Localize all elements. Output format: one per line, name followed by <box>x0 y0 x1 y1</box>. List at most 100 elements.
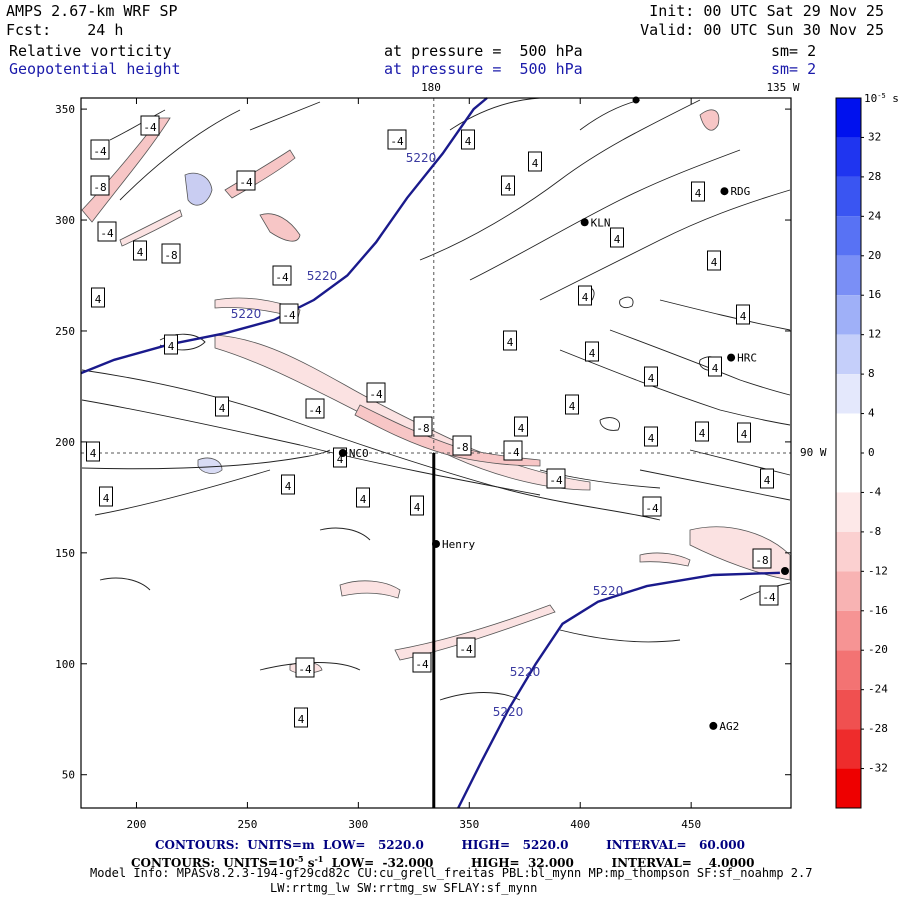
vorticity-contour-19 <box>559 629 681 643</box>
contour-label: 4 <box>465 135 472 148</box>
contour-label-box <box>294 707 308 728</box>
y-tick-label: 50 <box>62 769 75 782</box>
field2-name: Geopotential height <box>9 60 181 78</box>
colorbar-tick-label: 24 <box>868 209 882 222</box>
contour-label: -8 <box>164 249 177 262</box>
contour-label-box <box>305 398 325 419</box>
plot-axes: 200 250 300 350 400 450 50 100 150 200 250 300 350 18… <box>55 81 827 831</box>
colorbar-cell <box>836 650 861 690</box>
station-markers: NCO KLN RDG HRC Henry AG2 <box>338 96 789 733</box>
contour-label-box <box>456 637 476 658</box>
contour-label: -4 <box>100 227 114 240</box>
height-contours: 5220 5220 5220 5220 5220 5220 <box>80 97 780 809</box>
footer-vorticity-contours: CONTOURS: UNITS=10-5 s-1 LOW= -32.000 HI… <box>131 852 755 870</box>
vorticity-band-11 <box>339 580 401 599</box>
longitude-label: 135 W <box>766 81 799 94</box>
contour-label-box <box>691 181 705 202</box>
y-tick-label: 250 <box>55 325 75 338</box>
contour-label-box <box>452 435 472 456</box>
contour-label: 4 <box>298 713 305 726</box>
contour-label-box <box>707 250 721 271</box>
longitude-label: 180 <box>421 81 441 94</box>
colorbar-cell <box>836 492 861 532</box>
contour-label-box <box>695 421 709 442</box>
contour-label-box <box>164 334 178 355</box>
contour-label-box <box>610 227 624 248</box>
contour-label: 4 <box>741 428 748 441</box>
contour-label-box <box>752 548 772 569</box>
contour-label-box <box>356 487 370 508</box>
fcst-value: 24 h <box>87 21 124 39</box>
colorbar-tick-label: 0 <box>868 446 875 459</box>
colorbar-tick-label: 16 <box>868 288 881 301</box>
station-dot-kln <box>580 218 589 227</box>
contour-label: -4 <box>298 663 312 676</box>
contour-label-box <box>565 394 579 415</box>
colorbar-tick-label: 4 <box>868 407 875 420</box>
vorticity-contour-26 <box>319 527 371 541</box>
colorbar-cell <box>836 334 861 375</box>
contour-label-box <box>760 468 774 489</box>
colorbar-cell <box>836 413 861 453</box>
contour-label: -4 <box>549 474 563 487</box>
station-dot-henry <box>432 539 440 548</box>
contour-label: 4 <box>137 246 144 259</box>
contour-label: 4 <box>569 400 576 413</box>
colorbar-cell <box>836 531 861 572</box>
vorticity-contour-1 <box>81 399 541 496</box>
contour-label: -4 <box>390 135 404 148</box>
x-tick-label: 450 <box>681 818 701 831</box>
colorbar-cell <box>836 216 861 256</box>
vorticity-fills <box>81 109 791 674</box>
contour-label-box <box>215 396 229 417</box>
footer-model-info: Model Info: MPASv8.2.3-194-gf29cd82c CU:… <box>90 866 813 880</box>
height-contour-label: 5220 <box>510 665 541 679</box>
contour-label: 4 <box>740 310 747 323</box>
vorticity-contour-2 <box>81 449 331 470</box>
contour-label: -4 <box>282 309 296 322</box>
contour-label: -4 <box>275 271 289 284</box>
colorbar-cell <box>836 374 861 414</box>
colorbar-tick-label: -28 <box>868 722 888 735</box>
contour-label-box <box>86 441 100 462</box>
vorticity-contour-23 <box>619 296 634 309</box>
vorticity-band-7 <box>699 109 720 131</box>
vorticity-contour-11 <box>639 469 791 501</box>
contour-label: 4 <box>648 372 655 385</box>
contour-label: 4 <box>532 157 539 170</box>
y-tick-label: 100 <box>55 658 75 671</box>
vorticity-band-12 <box>184 172 213 206</box>
station-label-henry: Henry <box>442 538 475 551</box>
contour-label: 4 <box>518 422 525 435</box>
contour-label-box <box>736 304 750 325</box>
colorbar-cell <box>836 768 861 808</box>
colorbar: 32 28 24 20 16 12 8 4 0 -4 -8 -12 -16 -20 -24 -28 -32 10-… <box>835 92 900 809</box>
contour-label: 4 <box>712 362 719 375</box>
vorticity-contour-8 <box>609 329 791 396</box>
colorbar-unit: 10-5 s-1 <box>864 92 900 105</box>
contour-label-box <box>412 652 432 673</box>
contour-label-box <box>578 285 592 306</box>
contour-label-box <box>295 657 315 678</box>
contour-label-box <box>759 585 779 606</box>
height-contour-label: 5220 <box>493 705 524 719</box>
contour-label-box <box>461 129 475 150</box>
station-label-rdg: RDG <box>730 185 750 198</box>
station-dot-rdg <box>720 187 729 196</box>
colorbar-tick-label: 12 <box>868 328 881 341</box>
footer-physics: LW:rrtmg_lw SW:rrtmg_sw SFLAY:sf_mynn <box>270 881 538 895</box>
station-dot-nco <box>338 449 347 457</box>
x-tick-label: 250 <box>237 818 257 831</box>
contour-label-box <box>644 366 658 387</box>
contour-label: 4 <box>95 293 102 306</box>
contour-label: -4 <box>93 145 107 158</box>
contour-label-box <box>99 486 113 507</box>
contour-label-box <box>644 426 658 447</box>
vorticity-band-3 <box>224 149 296 199</box>
colorbar-tick-label: -16 <box>868 604 888 617</box>
vorticity-band-5 <box>259 213 301 242</box>
vorticity-contour-0 <box>81 369 661 521</box>
contour-label: -8 <box>455 441 468 454</box>
field2-smoothing: sm= 2 <box>771 60 817 78</box>
contour-label-box <box>272 265 292 286</box>
